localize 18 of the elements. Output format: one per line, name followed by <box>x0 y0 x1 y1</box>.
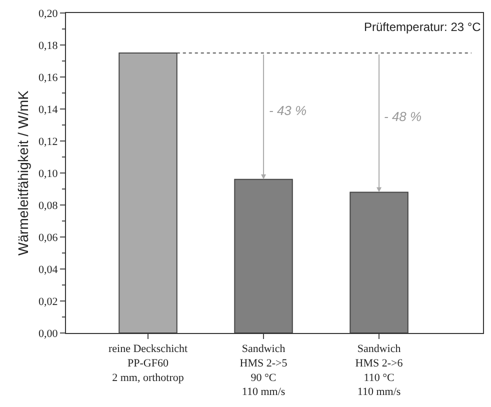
y-axis-title: Wärmeleitfähigkeit / W/mK <box>15 90 32 256</box>
y-tick-label: 0,04 <box>38 264 58 276</box>
y-tick-label: 0,20 <box>38 8 58 20</box>
annotation: Prüftemperatur: 23 °C <box>364 20 482 34</box>
y-tick-label: 0,10 <box>38 168 58 180</box>
y-tick-label: 0,02 <box>38 296 58 308</box>
x-tick-label: Sandwich HMS 2->6 110 °C 110 mm/s <box>355 343 404 398</box>
annotation: - 48 % <box>384 109 422 124</box>
x-tick-label: reine Deckschicht PP-GF60 2 mm, orthotrop <box>108 343 188 384</box>
y-tick-label: 0,16 <box>38 72 58 84</box>
y-tick-label: 0,08 <box>38 200 58 212</box>
y-tick-label: 0,14 <box>38 104 58 116</box>
y-tick-label: 0,06 <box>38 232 58 244</box>
y-tick-label: 0,18 <box>38 40 58 52</box>
annotation: - 43 % <box>269 103 307 118</box>
x-tick-label: Sandwich HMS 2->5 90 °C 110 mm/s <box>240 343 288 398</box>
y-tick-label: 0,00 <box>38 328 58 340</box>
y-tick-label: 0,12 <box>38 136 58 148</box>
